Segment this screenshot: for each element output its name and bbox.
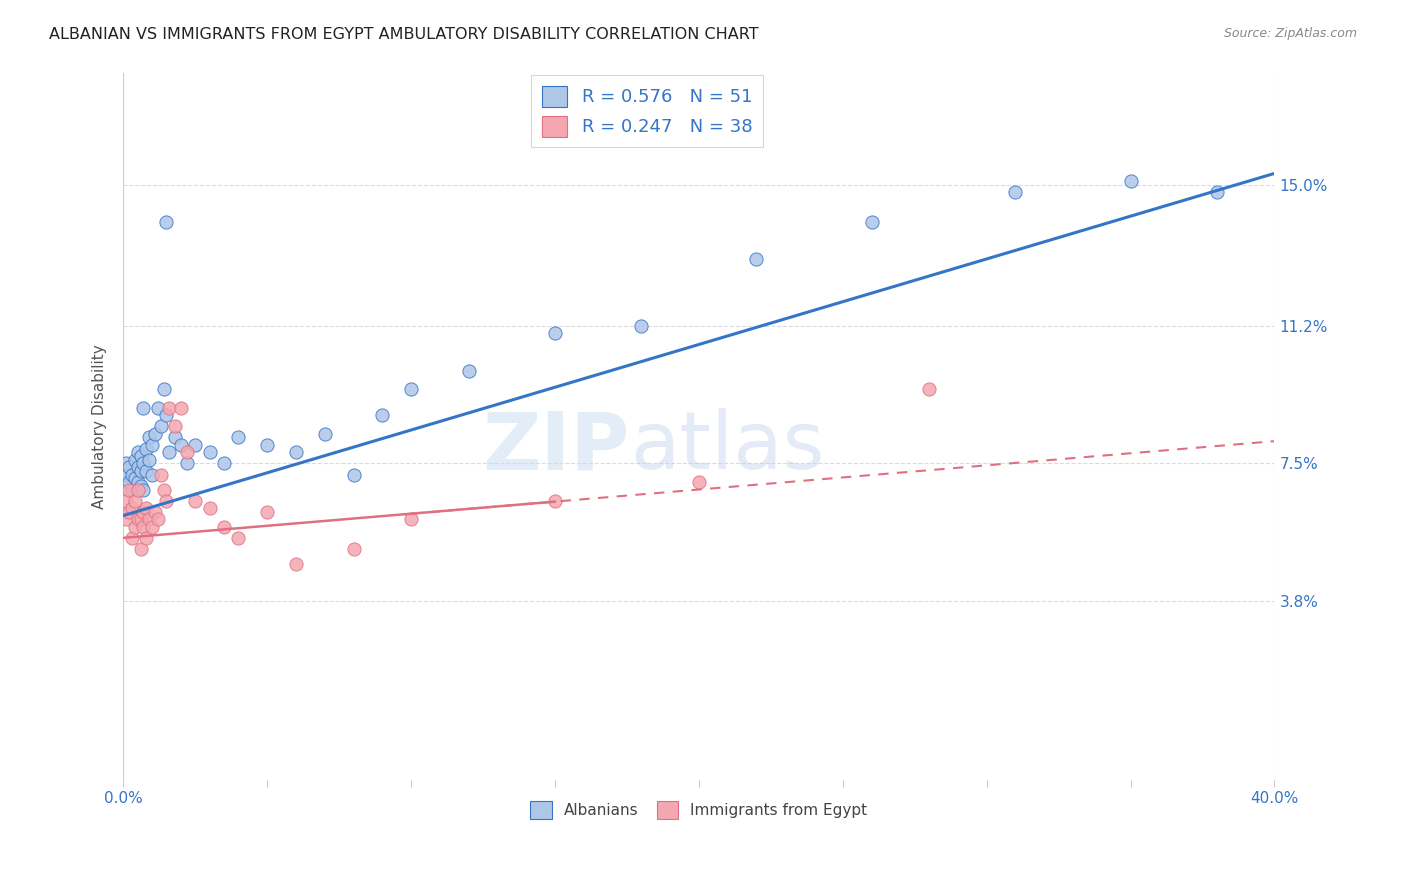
Point bbox=[176, 457, 198, 471]
Point bbox=[141, 438, 163, 452]
Point bbox=[135, 531, 157, 545]
Point bbox=[1004, 185, 1026, 199]
Point bbox=[124, 519, 146, 533]
Point bbox=[132, 401, 155, 415]
Point bbox=[127, 512, 149, 526]
Point bbox=[1119, 174, 1142, 188]
Point bbox=[149, 467, 172, 482]
Point bbox=[129, 479, 152, 493]
Point bbox=[118, 483, 141, 497]
Point bbox=[157, 401, 180, 415]
Point bbox=[285, 557, 308, 571]
Point bbox=[630, 318, 652, 333]
Text: atlas: atlas bbox=[630, 409, 824, 486]
Point bbox=[342, 541, 364, 556]
Point bbox=[165, 419, 187, 434]
Point bbox=[170, 401, 193, 415]
Point bbox=[198, 501, 221, 516]
Legend: Albanians, Immigrants from Egypt: Albanians, Immigrants from Egypt bbox=[524, 795, 873, 825]
Point bbox=[129, 541, 152, 556]
Point bbox=[918, 382, 941, 396]
Point bbox=[124, 452, 146, 467]
Point bbox=[745, 252, 768, 266]
Point bbox=[138, 430, 160, 444]
Point bbox=[115, 467, 138, 482]
Point bbox=[544, 326, 567, 341]
Point bbox=[129, 449, 152, 463]
Point bbox=[118, 505, 141, 519]
Point bbox=[124, 493, 146, 508]
Point bbox=[141, 467, 163, 482]
Point bbox=[212, 457, 235, 471]
Point bbox=[132, 519, 155, 533]
Point bbox=[115, 493, 138, 508]
Point bbox=[135, 501, 157, 516]
Point bbox=[129, 464, 152, 478]
Point bbox=[544, 493, 567, 508]
Point bbox=[184, 493, 207, 508]
Point bbox=[256, 505, 278, 519]
Point bbox=[371, 408, 394, 422]
Point bbox=[155, 493, 177, 508]
Point bbox=[146, 512, 169, 526]
Point bbox=[198, 445, 221, 459]
Point bbox=[152, 483, 174, 497]
Text: ZIP: ZIP bbox=[482, 409, 630, 486]
Point bbox=[135, 442, 157, 456]
Point bbox=[165, 430, 187, 444]
Point bbox=[138, 512, 160, 526]
Point bbox=[138, 452, 160, 467]
Point bbox=[135, 464, 157, 478]
Y-axis label: Ambulatory Disability: Ambulatory Disability bbox=[93, 344, 107, 508]
Point bbox=[399, 512, 422, 526]
Text: ALBANIAN VS IMMIGRANTS FROM EGYPT AMBULATORY DISABILITY CORRELATION CHART: ALBANIAN VS IMMIGRANTS FROM EGYPT AMBULA… bbox=[49, 27, 759, 42]
Point bbox=[115, 512, 138, 526]
Point bbox=[121, 483, 143, 497]
Point bbox=[132, 457, 155, 471]
Point bbox=[146, 401, 169, 415]
Point bbox=[115, 457, 138, 471]
Point bbox=[132, 483, 155, 497]
Point bbox=[141, 519, 163, 533]
Point bbox=[184, 438, 207, 452]
Point bbox=[118, 475, 141, 489]
Point bbox=[152, 382, 174, 396]
Point bbox=[860, 215, 883, 229]
Point bbox=[170, 438, 193, 452]
Point bbox=[149, 419, 172, 434]
Point bbox=[124, 471, 146, 485]
Point bbox=[121, 501, 143, 516]
Point bbox=[228, 531, 250, 545]
Point bbox=[342, 467, 364, 482]
Point bbox=[143, 505, 166, 519]
Text: Source: ZipAtlas.com: Source: ZipAtlas.com bbox=[1223, 27, 1357, 40]
Point bbox=[314, 426, 336, 441]
Point bbox=[155, 215, 177, 229]
Point bbox=[155, 408, 177, 422]
Point bbox=[285, 445, 308, 459]
Point bbox=[1206, 185, 1229, 199]
Point bbox=[143, 426, 166, 441]
Point bbox=[127, 483, 149, 497]
Point bbox=[129, 512, 152, 526]
Point bbox=[127, 460, 149, 475]
Point bbox=[399, 382, 422, 396]
Point bbox=[688, 475, 710, 489]
Point bbox=[132, 505, 155, 519]
Point bbox=[212, 519, 235, 533]
Point bbox=[157, 445, 180, 459]
Point bbox=[457, 363, 479, 377]
Point bbox=[121, 531, 143, 545]
Point bbox=[228, 430, 250, 444]
Point bbox=[127, 445, 149, 459]
Point bbox=[176, 445, 198, 459]
Point bbox=[118, 460, 141, 475]
Point bbox=[121, 467, 143, 482]
Point bbox=[127, 475, 149, 489]
Point bbox=[256, 438, 278, 452]
